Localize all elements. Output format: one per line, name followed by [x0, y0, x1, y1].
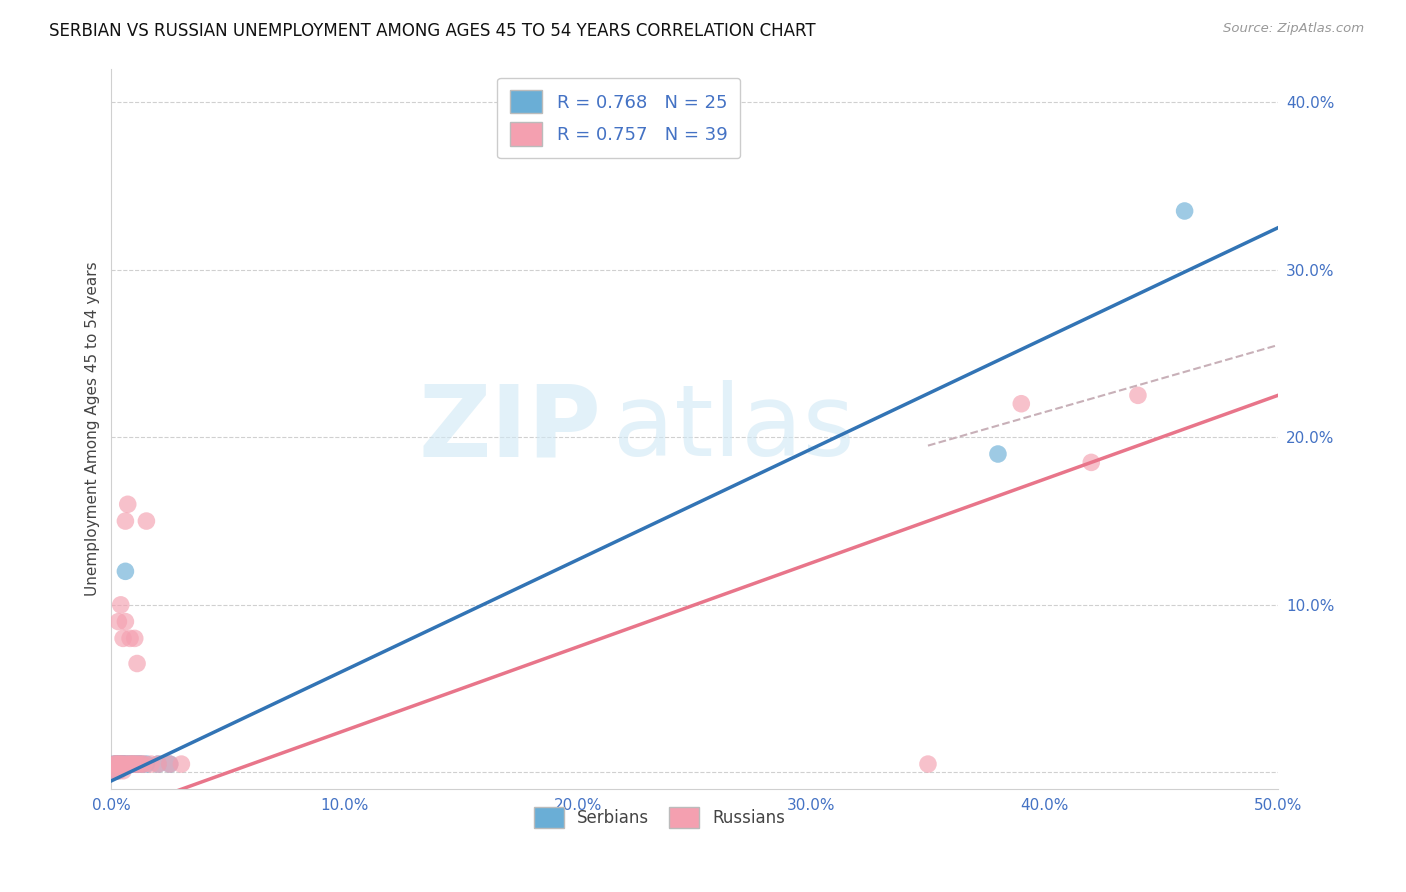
Text: atlas: atlas	[613, 380, 855, 477]
Point	[131, 757, 153, 772]
Point	[1080, 455, 1102, 469]
Text: Source: ZipAtlas.com: Source: ZipAtlas.com	[1223, 22, 1364, 36]
Point	[112, 757, 135, 772]
Point	[112, 632, 135, 646]
Point	[146, 757, 169, 772]
Point	[135, 514, 157, 528]
Point	[103, 764, 125, 778]
Point	[114, 757, 136, 772]
Y-axis label: Unemployment Among Ages 45 to 54 years: Unemployment Among Ages 45 to 54 years	[86, 261, 100, 596]
Point	[117, 757, 139, 772]
Point	[103, 757, 125, 772]
Point	[110, 757, 132, 772]
Point	[146, 757, 169, 772]
Point	[128, 757, 150, 772]
Point	[159, 757, 181, 772]
Point	[131, 757, 153, 772]
Point	[1010, 397, 1032, 411]
Point	[121, 757, 143, 772]
Point	[112, 757, 135, 772]
Point	[120, 757, 142, 772]
Point	[917, 757, 939, 772]
Point	[124, 757, 146, 772]
Point	[120, 632, 142, 646]
Point	[125, 757, 148, 772]
Point	[987, 447, 1010, 461]
Point	[114, 514, 136, 528]
Point	[105, 764, 128, 778]
Point	[107, 757, 129, 772]
Point	[1174, 204, 1197, 219]
Point	[103, 757, 125, 772]
Point	[170, 757, 193, 772]
Point	[117, 497, 139, 511]
Point	[1126, 388, 1149, 402]
Point	[124, 632, 146, 646]
Point	[107, 615, 129, 629]
Point	[114, 615, 136, 629]
Point	[125, 657, 148, 671]
Point	[105, 757, 128, 772]
Text: ZIP: ZIP	[419, 380, 602, 477]
Point	[121, 757, 143, 772]
Text: SERBIAN VS RUSSIAN UNEMPLOYMENT AMONG AGES 45 TO 54 YEARS CORRELATION CHART: SERBIAN VS RUSSIAN UNEMPLOYMENT AMONG AG…	[49, 22, 815, 40]
Point	[105, 757, 128, 772]
Point	[124, 757, 146, 772]
Point	[132, 757, 155, 772]
Point	[105, 757, 128, 772]
Point	[110, 757, 132, 772]
Point	[112, 757, 135, 772]
Point	[114, 565, 136, 579]
Point	[135, 757, 157, 772]
Point	[110, 757, 132, 772]
Point	[107, 757, 129, 772]
Point	[112, 764, 135, 778]
Point	[114, 757, 136, 772]
Point	[159, 757, 181, 772]
Point	[120, 757, 142, 772]
Point	[110, 598, 132, 612]
Legend: Serbians, Russians: Serbians, Russians	[527, 800, 792, 835]
Point	[110, 757, 132, 772]
Point	[107, 764, 129, 778]
Point	[139, 757, 162, 772]
Point	[105, 757, 128, 772]
Point	[105, 764, 128, 778]
Point	[125, 757, 148, 772]
Point	[103, 764, 125, 778]
Point	[107, 764, 129, 778]
Point	[121, 757, 143, 772]
Point	[117, 757, 139, 772]
Point	[128, 757, 150, 772]
